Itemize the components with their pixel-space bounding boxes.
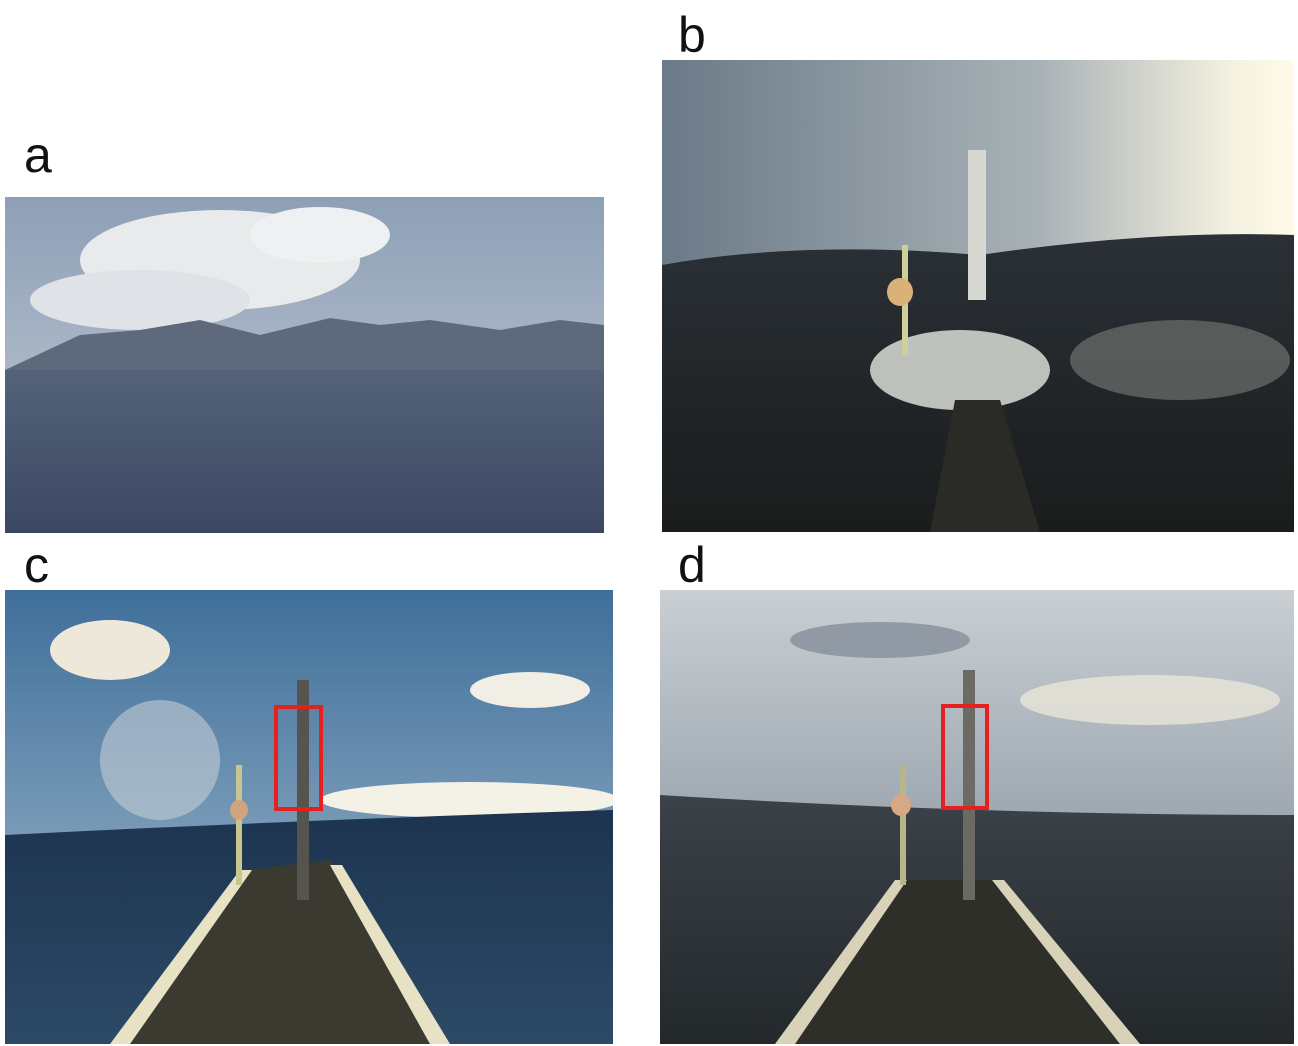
figure: a b c d <box>0 0 1298 1046</box>
panel-label: a <box>24 127 52 183</box>
panel-label: d <box>678 537 706 593</box>
photo-a <box>5 197 604 533</box>
photo-b <box>662 60 1294 532</box>
photo-c <box>5 590 620 1044</box>
panel-label: b <box>678 7 706 63</box>
page: a b c d (() => { const data = JSON.parse… <box>0 0 1298 1046</box>
photo-d <box>660 590 1294 1044</box>
panel-label: c <box>24 537 49 593</box>
